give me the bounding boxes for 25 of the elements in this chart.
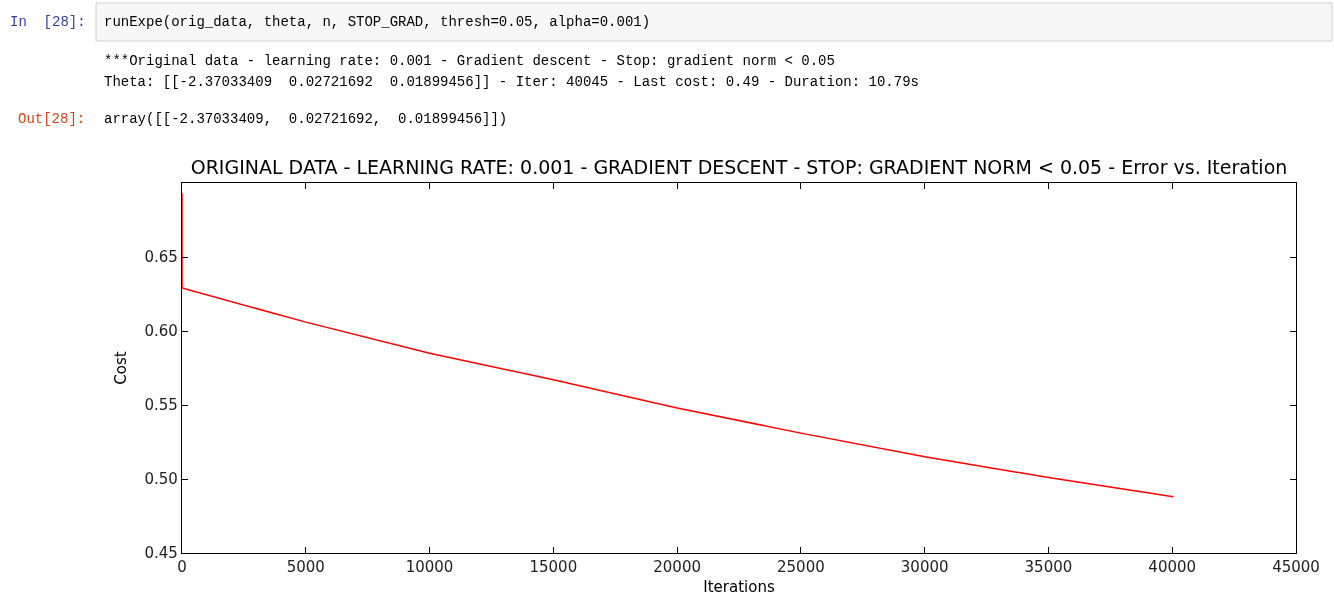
- x-tick-label: 40000: [1148, 558, 1197, 577]
- x-tick-label: 30000: [900, 558, 949, 577]
- text: runExpe(orig_data, theta, n, STOP_GRAD, thresh=0.05, alpha=0.001): [104, 14, 651, 30]
- x-tick-label: 20000: [653, 558, 701, 577]
- x-tick-label: 5000: [286, 558, 325, 577]
- y-tick-label: 0.50: [144, 470, 178, 489]
- y-axis-title: Cost: [111, 351, 130, 385]
- x-tick-label: 35000: [1024, 558, 1073, 577]
- line-series: [182, 192, 1175, 498]
- y-tick-label: 0.55: [144, 396, 178, 415]
- y-tick-label: 0.65: [144, 248, 178, 267]
- chart-title: ORIGINAL DATA - LEARNING RATE: 0.001 - GRADIENT DESCENT - STOP: GRADIENT NORM < 0.05 - Error vs. Iteration: [190, 155, 1288, 178]
- text: ***Original data - learning rate: 0.001 - Gradient descent - Stop: gradient norm < 0.05: [104, 53, 835, 69]
- y-tick-label: 0.45: [144, 544, 178, 563]
- x-tick-label: 10000: [405, 558, 454, 577]
- text: Theta: [[-2.37033409 0.02721692 0.01899456]] - Iter: 40045 - Last cost: 0.49 - Duration: 10.79s: [104, 74, 919, 90]
- x-axis-title: Iterations: [703, 578, 775, 597]
- text: Out[28]:: [18, 111, 86, 127]
- x-tick-label: 25000: [777, 558, 825, 577]
- x-tick-label: 45000: [1272, 558, 1320, 577]
- y-tick-label: 0.60: [144, 322, 178, 341]
- text: In [28]:: [10, 14, 86, 30]
- x-tick-label: 0: [177, 558, 187, 577]
- text: array([[-2.37033409, 0.02721692, 0.01899456]]): [104, 111, 508, 127]
- x-tick-label: 15000: [529, 558, 578, 577]
